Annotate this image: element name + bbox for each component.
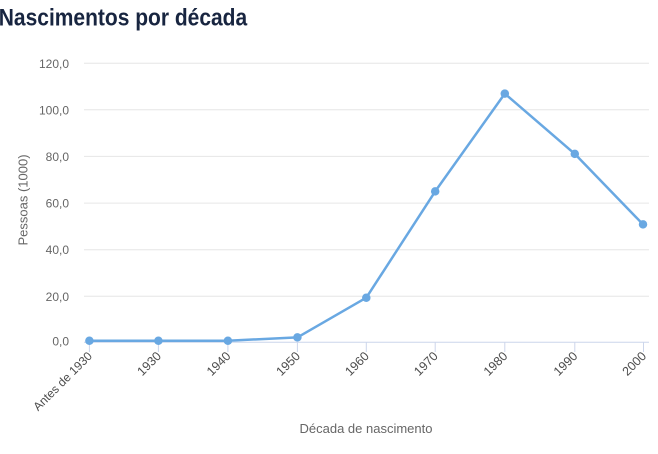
svg-text:Antes de 1930: Antes de 1930: [30, 349, 95, 414]
svg-text:0,0: 0,0: [52, 334, 69, 348]
svg-text:1970: 1970: [411, 349, 441, 379]
svg-text:120,0: 120,0: [39, 57, 69, 71]
svg-text:1990: 1990: [551, 349, 581, 379]
svg-text:80,0: 80,0: [46, 150, 70, 164]
svg-text:Década de nascimento: Década de nascimento: [300, 421, 433, 436]
svg-text:1960: 1960: [342, 349, 372, 379]
svg-text:1940: 1940: [204, 349, 234, 379]
svg-text:1950: 1950: [273, 349, 303, 379]
svg-text:Pessoas (1000): Pessoas (1000): [16, 154, 31, 245]
svg-text:60,0: 60,0: [46, 197, 70, 211]
svg-text:20,0: 20,0: [46, 290, 70, 304]
svg-text:2000: 2000: [620, 349, 650, 379]
svg-text:40,0: 40,0: [46, 243, 70, 257]
svg-text:1930: 1930: [134, 349, 164, 379]
svg-text:100,0: 100,0: [39, 103, 69, 117]
svg-text:Nascimentos por década: Nascimentos por década: [0, 4, 248, 31]
svg-text:1980: 1980: [481, 349, 511, 379]
